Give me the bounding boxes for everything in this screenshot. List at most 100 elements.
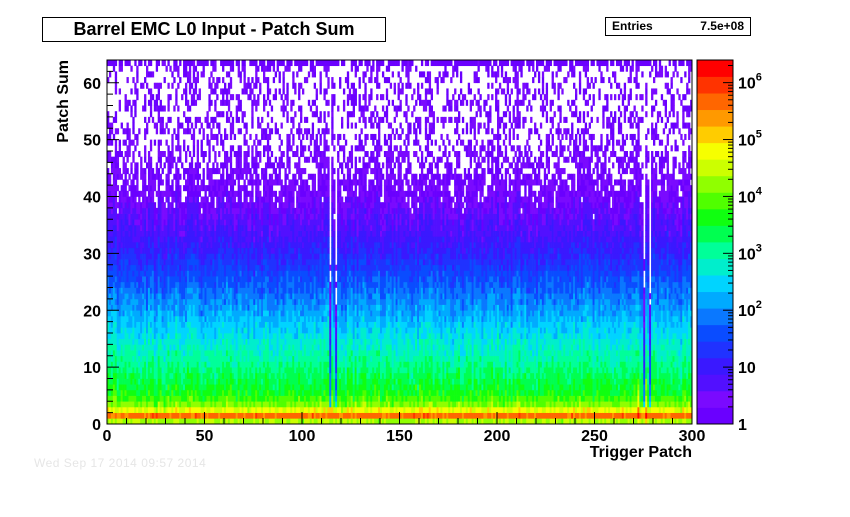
heatmap-cell	[179, 361, 182, 368]
heatmap-cell	[255, 384, 258, 391]
heatmap-cell	[142, 259, 145, 266]
heatmap-cell	[157, 298, 160, 305]
heatmap-cell	[140, 276, 143, 283]
heatmap-cell	[159, 128, 162, 135]
heatmap-cell	[255, 213, 258, 220]
heatmap-cell	[204, 230, 207, 237]
heatmap-cell	[237, 264, 240, 271]
heatmap-cell	[210, 190, 213, 197]
heatmap-cell	[151, 242, 155, 249]
heatmap-cell	[229, 264, 233, 271]
heatmap-cell	[222, 230, 225, 237]
heatmap-cell	[144, 389, 147, 396]
heatmap-cell	[243, 253, 246, 260]
heatmap-cell	[149, 384, 153, 391]
heatmap-cell	[198, 350, 201, 357]
heatmap-cell	[231, 276, 235, 283]
heatmap-cell	[218, 128, 221, 135]
heatmap-cell	[183, 304, 186, 311]
heatmap-cell	[220, 162, 223, 169]
heatmap-cell	[159, 287, 162, 294]
heatmap-cell	[227, 315, 231, 322]
heatmap-cell	[118, 253, 121, 260]
heatmap-cell	[225, 213, 229, 220]
heatmap-cell	[261, 270, 264, 277]
heatmap-cell	[245, 190, 248, 197]
heatmap-cell	[229, 259, 233, 266]
heatmap-cell	[126, 133, 129, 140]
heatmap-cell	[159, 384, 162, 391]
heatmap-cell	[179, 350, 182, 357]
heatmap-cell	[188, 338, 192, 345]
heatmap-cell	[218, 395, 221, 402]
heatmap-cell	[261, 259, 264, 266]
heatmap-cell	[222, 378, 225, 385]
heatmap-cell	[212, 185, 215, 192]
heatmap-cell	[165, 333, 168, 340]
heatmap-cell	[229, 230, 233, 237]
heatmap-cell	[185, 236, 188, 243]
heatmap-cell	[142, 179, 145, 186]
heatmap-cell	[142, 350, 145, 357]
heatmap-cell	[251, 281, 254, 288]
heatmap-cell	[196, 384, 199, 391]
heatmap-cell	[251, 389, 254, 396]
heatmap-cell	[142, 344, 145, 351]
heatmap-cell	[114, 384, 118, 391]
heatmap-cell	[157, 173, 160, 180]
heatmap-cell	[235, 94, 238, 101]
heatmap-cell	[165, 367, 168, 374]
heatmap-cell	[163, 224, 166, 231]
heatmap-cell	[110, 304, 114, 311]
heatmap-cell	[259, 327, 262, 334]
heatmap-cell	[276, 65, 279, 72]
heatmap-cell	[259, 242, 262, 249]
heatmap-cell	[206, 361, 209, 368]
heatmap-cell	[212, 259, 215, 266]
heatmap-cell	[235, 151, 238, 158]
heatmap-cell	[167, 344, 170, 351]
heatmap-cell	[224, 418, 227, 425]
heatmap-cell	[149, 219, 153, 226]
heatmap-cell	[120, 406, 123, 413]
heatmap-cell	[175, 60, 178, 67]
heatmap-cell	[124, 287, 127, 294]
heatmap-cell	[144, 253, 147, 260]
heatmap-cell	[173, 333, 176, 340]
heatmap-cell	[200, 355, 203, 362]
heatmap-cell	[218, 350, 221, 357]
heatmap-cell	[149, 378, 153, 385]
heatmap-cell	[257, 173, 260, 180]
heatmap-cell	[136, 310, 139, 317]
heatmap-cell	[140, 281, 143, 288]
heatmap-cell	[122, 207, 125, 214]
heatmap-cell	[210, 367, 213, 374]
heatmap-cell	[202, 344, 205, 351]
heatmap-cell	[155, 190, 159, 197]
heatmap-cell	[257, 321, 260, 328]
heatmap-cell	[147, 327, 151, 334]
heatmap-cell	[108, 310, 112, 317]
heatmap-cell	[163, 219, 166, 226]
heatmap-cell	[185, 315, 188, 322]
heatmap-cell	[107, 236, 110, 243]
heatmap-cell	[126, 236, 129, 243]
heatmap-cell	[147, 384, 151, 391]
heatmap-cell	[153, 213, 157, 220]
heatmap-cell	[107, 116, 110, 123]
heatmap-cell	[202, 168, 205, 175]
heatmap-cell	[255, 224, 258, 231]
heatmap-cell	[179, 395, 182, 402]
heatmap-cell	[190, 293, 194, 300]
heatmap-cell	[132, 99, 135, 106]
heatmap-cell	[222, 196, 225, 203]
heatmap-cell	[237, 190, 240, 197]
heatmap-cell	[192, 401, 196, 408]
heatmap-cell	[251, 77, 254, 84]
heatmap-cell	[185, 304, 188, 311]
heatmap-cell	[167, 304, 170, 311]
heatmap-cell	[151, 298, 155, 305]
heatmap-cell	[147, 298, 151, 305]
heatmap-cell	[245, 327, 248, 334]
heatmap-cell	[175, 338, 178, 345]
